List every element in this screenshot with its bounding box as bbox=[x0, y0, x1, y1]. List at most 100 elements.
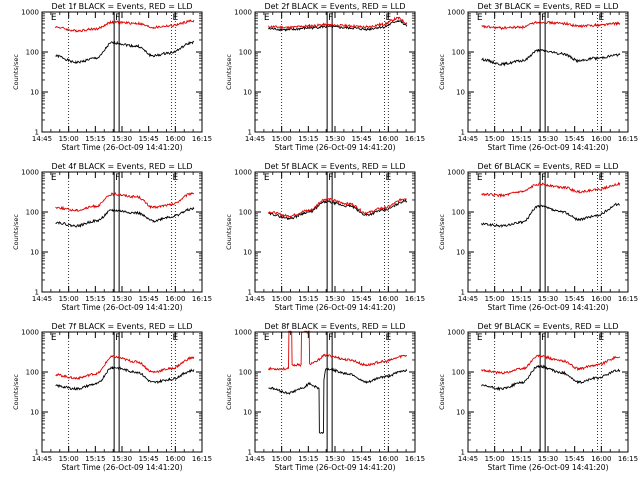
x-tick-label: 15:15 bbox=[85, 135, 105, 143]
series-line-events bbox=[55, 365, 195, 391]
plot-frame bbox=[467, 11, 629, 133]
y-tick-label: 10 bbox=[456, 249, 465, 257]
plot-frame bbox=[467, 171, 629, 293]
chart-panel-4: Det 4f BLACK = Events, RED = LLDEFE11010… bbox=[12, 162, 212, 312]
y-tick-label: 1 bbox=[248, 449, 252, 457]
x-axis-label: Start Time (26-Oct-09 14:41:20) bbox=[61, 463, 182, 472]
plot-frame bbox=[254, 331, 416, 453]
x-tick-label: 15:45 bbox=[352, 135, 372, 143]
x-axis-label: Start Time (26-Oct-09 14:41:20) bbox=[274, 463, 395, 472]
x-tick-label: 15:00 bbox=[485, 135, 505, 143]
y-tick-label: 100 bbox=[452, 369, 465, 377]
y-tick-label: 1 bbox=[461, 449, 465, 457]
series-line-lld bbox=[268, 16, 408, 30]
x-axis-label: Start Time (26-Oct-09 14:41:20) bbox=[61, 143, 182, 152]
x-axis-label: Start Time (26-Oct-09 14:41:20) bbox=[487, 303, 608, 312]
y-axis-label: Counts/sec bbox=[12, 54, 20, 90]
chart-panel-5: Det 5f BLACK = Events, RED = LLDEFE11010… bbox=[225, 162, 425, 312]
x-tick-label: 15:45 bbox=[139, 135, 159, 143]
x-tick-label: 15:15 bbox=[298, 135, 318, 143]
chart-title: Det 1f BLACK = Events, RED = LLD bbox=[51, 2, 192, 11]
chart-title: Det 2f BLACK = Events, RED = LLD bbox=[264, 2, 405, 11]
x-tick-label: 15:30 bbox=[538, 135, 558, 143]
chart-title: Det 5f BLACK = Events, RED = LLD bbox=[264, 162, 405, 171]
x-tick-label: 16:00 bbox=[591, 455, 611, 463]
x-tick-label: 15:30 bbox=[538, 295, 558, 303]
x-tick-label: 15:15 bbox=[511, 135, 531, 143]
x-tick-label: 15:30 bbox=[325, 455, 345, 463]
series-line-lld bbox=[55, 355, 195, 380]
y-tick-label: 100 bbox=[239, 369, 252, 377]
flag-label: F bbox=[541, 13, 546, 23]
flag-label: E bbox=[477, 333, 483, 343]
y-tick-label: 1 bbox=[248, 129, 252, 137]
x-tick-label: 14:45 bbox=[458, 455, 478, 463]
x-tick-label: 16:00 bbox=[165, 135, 185, 143]
x-tick-label: 15:15 bbox=[85, 455, 105, 463]
x-tick-label: 16:00 bbox=[165, 455, 185, 463]
x-tick-label: 16:00 bbox=[378, 135, 398, 143]
x-tick-label: 16:15 bbox=[618, 455, 638, 463]
series-line-lld bbox=[481, 181, 621, 198]
y-tick-label: 1000 bbox=[234, 329, 252, 337]
x-tick-label: 15:15 bbox=[511, 295, 531, 303]
x-tick-label: 15:00 bbox=[485, 295, 505, 303]
y-tick-label: 10 bbox=[243, 409, 252, 417]
flag-label: F bbox=[328, 333, 333, 343]
y-tick-label: 100 bbox=[239, 49, 252, 57]
flag-label: F bbox=[115, 333, 120, 343]
x-tick-label: 16:15 bbox=[618, 135, 638, 143]
x-tick-label: 16:00 bbox=[165, 295, 185, 303]
y-tick-label: 100 bbox=[26, 49, 39, 57]
flag-label: F bbox=[115, 13, 120, 23]
x-tick-label: 16:15 bbox=[405, 455, 425, 463]
y-tick-label: 1 bbox=[35, 449, 39, 457]
flag-label: F bbox=[328, 173, 333, 183]
y-tick-label: 100 bbox=[26, 369, 39, 377]
y-tick-label: 10 bbox=[30, 409, 39, 417]
chart-panel-7: Det 7f BLACK = Events, RED = LLDEFE11010… bbox=[12, 322, 212, 472]
x-tick-label: 15:00 bbox=[59, 295, 79, 303]
series-line-lld bbox=[481, 354, 621, 375]
chart-title: Det 4f BLACK = Events, RED = LLD bbox=[51, 162, 192, 171]
flag-label: F bbox=[328, 13, 333, 23]
plot-frame bbox=[467, 331, 629, 453]
x-tick-label: 16:00 bbox=[591, 295, 611, 303]
chart-panel-6: Det 6f BLACK = Events, RED = LLDEFE11010… bbox=[438, 162, 638, 312]
x-tick-label: 15:15 bbox=[298, 455, 318, 463]
x-axis-label: Start Time (26-Oct-09 14:41:20) bbox=[487, 143, 608, 152]
flag-label: F bbox=[541, 173, 546, 183]
flag-label: E bbox=[477, 173, 483, 183]
x-tick-label: 14:45 bbox=[32, 135, 52, 143]
flag-label: E bbox=[264, 333, 270, 343]
x-axis-label: Start Time (26-Oct-09 14:41:20) bbox=[487, 463, 608, 472]
series-line-lld bbox=[481, 20, 621, 31]
x-tick-label: 15:15 bbox=[511, 455, 531, 463]
x-tick-label: 15:00 bbox=[59, 455, 79, 463]
x-tick-label: 16:15 bbox=[405, 135, 425, 143]
y-tick-label: 1000 bbox=[447, 9, 465, 17]
x-tick-label: 14:45 bbox=[32, 295, 52, 303]
x-tick-label: 15:30 bbox=[538, 455, 558, 463]
chart-panel-9: Det 9f BLACK = Events, RED = LLDEFE11010… bbox=[438, 322, 638, 472]
flag-label: E bbox=[477, 13, 483, 23]
series-line-events bbox=[481, 364, 621, 392]
chart-title: Det 9f BLACK = Events, RED = LLD bbox=[477, 322, 618, 331]
x-tick-label: 14:45 bbox=[32, 455, 52, 463]
flag-label: E bbox=[51, 333, 57, 343]
series-line-lld bbox=[268, 197, 407, 218]
x-tick-label: 15:45 bbox=[352, 455, 372, 463]
flag-label: F bbox=[541, 333, 546, 343]
flag-label: E bbox=[264, 13, 270, 23]
chart-title: Det 3f BLACK = Events, RED = LLD bbox=[477, 2, 618, 11]
series-line-lld bbox=[55, 19, 195, 33]
series-line-events bbox=[481, 48, 621, 67]
y-tick-label: 100 bbox=[26, 209, 39, 217]
x-tick-label: 15:30 bbox=[112, 295, 132, 303]
x-axis-label: Start Time (26-Oct-09 14:41:20) bbox=[274, 143, 395, 152]
y-tick-label: 1 bbox=[461, 289, 465, 297]
y-axis-label: Counts/sec bbox=[438, 54, 446, 90]
chart-panel-3: Det 3f BLACK = Events, RED = LLDEFE11010… bbox=[438, 2, 638, 152]
y-axis-label: Counts/sec bbox=[12, 214, 20, 250]
plot-frame bbox=[254, 171, 416, 293]
